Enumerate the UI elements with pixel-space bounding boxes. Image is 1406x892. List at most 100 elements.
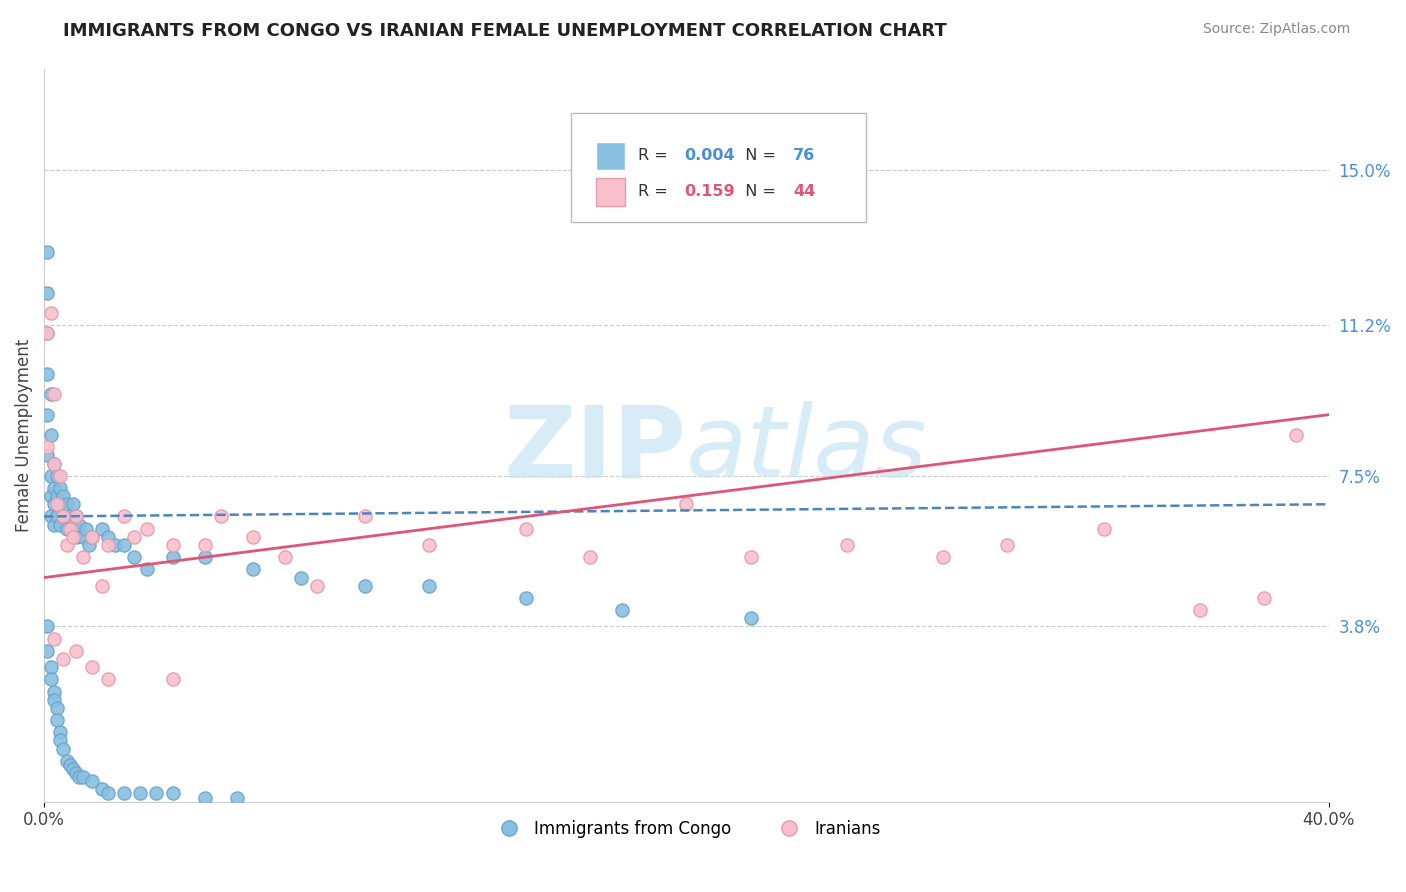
- Point: [49, 725, 72, 739]
- Text: 0.004: 0.004: [683, 147, 734, 162]
- Point: [55, 497, 77, 511]
- Point: [62, 530, 84, 544]
- Point: [39, 660, 62, 674]
- Point: [162, 786, 184, 800]
- Point: [1285, 428, 1308, 442]
- Point: [59, 522, 82, 536]
- Point: [162, 538, 184, 552]
- Point: [82, 530, 104, 544]
- Point: [835, 538, 858, 552]
- FancyBboxPatch shape: [571, 112, 866, 222]
- Point: [579, 550, 602, 565]
- Y-axis label: Female Unemployment: Female Unemployment: [15, 338, 32, 532]
- Point: [37, 619, 59, 633]
- Point: [42, 684, 65, 698]
- Text: Source: ZipAtlas.com: Source: ZipAtlas.com: [1202, 22, 1350, 37]
- Point: [46, 497, 69, 511]
- Point: [162, 550, 184, 565]
- Point: [42, 457, 65, 471]
- Point: [740, 611, 762, 625]
- Point: [46, 509, 69, 524]
- Point: [354, 579, 377, 593]
- Point: [675, 497, 697, 511]
- Point: [145, 786, 167, 800]
- Point: [42, 497, 65, 511]
- Point: [37, 244, 59, 259]
- Text: 0.159: 0.159: [683, 184, 734, 199]
- Point: [515, 591, 537, 605]
- Point: [90, 782, 112, 797]
- Point: [242, 562, 264, 576]
- Point: [37, 285, 59, 300]
- Point: [305, 579, 328, 593]
- Point: [39, 468, 62, 483]
- Point: [122, 550, 145, 565]
- Point: [42, 517, 65, 532]
- Text: atlas: atlas: [686, 401, 928, 499]
- Point: [515, 522, 537, 536]
- Point: [1189, 603, 1212, 617]
- Point: [49, 497, 72, 511]
- Point: [46, 701, 69, 715]
- Point: [129, 786, 152, 800]
- Point: [37, 367, 59, 381]
- Point: [82, 530, 104, 544]
- Point: [52, 652, 75, 666]
- Point: [49, 481, 72, 495]
- Point: [135, 562, 157, 576]
- Point: [290, 571, 312, 585]
- Point: [194, 550, 217, 565]
- Point: [72, 770, 94, 784]
- Point: [112, 509, 135, 524]
- Text: 76: 76: [793, 147, 815, 162]
- Point: [39, 509, 62, 524]
- Point: [354, 509, 377, 524]
- Point: [65, 766, 87, 780]
- Point: [46, 468, 69, 483]
- Point: [67, 517, 90, 532]
- Bar: [596, 178, 624, 206]
- Point: [932, 550, 955, 565]
- Text: N =: N =: [735, 184, 782, 199]
- Point: [997, 538, 1019, 552]
- Point: [90, 522, 112, 536]
- Point: [39, 306, 62, 320]
- Point: [122, 530, 145, 544]
- Text: N =: N =: [735, 147, 782, 162]
- Point: [65, 644, 87, 658]
- Point: [62, 522, 84, 536]
- Point: [39, 428, 62, 442]
- Text: R =: R =: [637, 184, 672, 199]
- Point: [46, 713, 69, 727]
- Point: [418, 538, 440, 552]
- Point: [52, 741, 75, 756]
- Point: [82, 774, 104, 789]
- Point: [37, 326, 59, 341]
- Point: [610, 603, 633, 617]
- Point: [90, 579, 112, 593]
- Point: [49, 517, 72, 532]
- Point: [42, 632, 65, 646]
- Point: [65, 509, 87, 524]
- Point: [97, 673, 120, 687]
- Point: [65, 530, 87, 544]
- Point: [62, 497, 84, 511]
- Legend: Immigrants from Congo, Iranians: Immigrants from Congo, Iranians: [485, 814, 887, 845]
- Point: [209, 509, 232, 524]
- Point: [740, 550, 762, 565]
- Text: 44: 44: [793, 184, 815, 199]
- Point: [135, 522, 157, 536]
- Point: [37, 326, 59, 341]
- Point: [59, 509, 82, 524]
- Point: [49, 733, 72, 747]
- Point: [1092, 522, 1115, 536]
- Text: R =: R =: [637, 147, 672, 162]
- Point: [242, 530, 264, 544]
- Point: [75, 522, 97, 536]
- Point: [65, 509, 87, 524]
- Text: IMMIGRANTS FROM CONGO VS IRANIAN FEMALE UNEMPLOYMENT CORRELATION CHART: IMMIGRANTS FROM CONGO VS IRANIAN FEMALE …: [63, 22, 948, 40]
- Point: [42, 387, 65, 401]
- Point: [97, 786, 120, 800]
- Point: [42, 457, 65, 471]
- Point: [55, 754, 77, 768]
